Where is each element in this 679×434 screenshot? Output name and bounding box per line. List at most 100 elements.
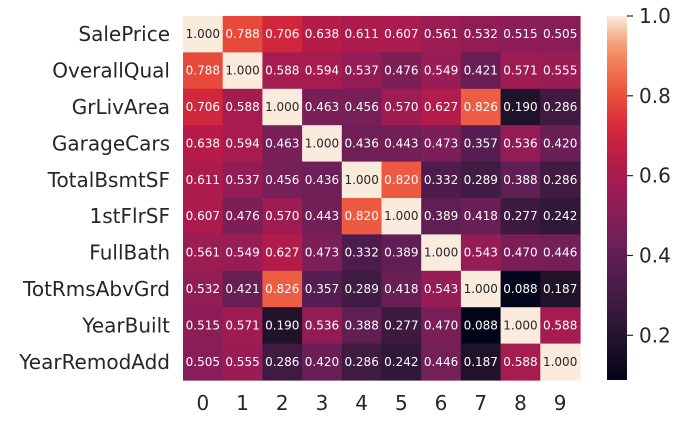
- heatmap-cell-r3-c8: [500, 125, 541, 163]
- heatmap-cell-r6-c9: [540, 234, 581, 272]
- heatmap-cell-r1-c8: [500, 52, 541, 90]
- cell-value-label: 0.286: [344, 355, 378, 369]
- heatmap-cell-r7-c0: [183, 270, 224, 308]
- cell-value-label: 0.187: [464, 355, 498, 369]
- cell-value-label: 0.190: [503, 100, 537, 114]
- heatmap-cell-r7-c2: [262, 270, 303, 308]
- cell-value-label: 0.611: [186, 173, 220, 187]
- heatmap-cell-r3-c5: [381, 125, 422, 163]
- heatmap-cell-r4-c3: [302, 161, 343, 199]
- heatmap-cell-r8-c7: [460, 307, 502, 345]
- heatmap-cell-r2-c7: [460, 88, 502, 126]
- heatmap-cell-r5-c6: [421, 198, 462, 235]
- cell-value-label: 0.443: [305, 209, 339, 223]
- heatmap-cell-r3-c4: [341, 125, 383, 163]
- heatmap-cell-r6-c7: [460, 234, 502, 272]
- heatmap-cell-r7-c6: [421, 270, 462, 308]
- cell-value-label: 0.418: [384, 282, 418, 296]
- cell-value-label: 0.638: [186, 136, 220, 150]
- cell-value-label: 0.588: [543, 318, 577, 332]
- cell-value-label: 0.826: [464, 100, 498, 114]
- heatmap-cell-r4-c4: [341, 161, 383, 199]
- heatmap-cell-r0-c6: [421, 16, 462, 53]
- cell-value-label: 1.000: [543, 355, 577, 369]
- heatmap-cell-r6-c6: [421, 234, 462, 272]
- cell-value-label: 0.242: [543, 209, 577, 223]
- heatmap-cell-r0-c0: [183, 16, 224, 53]
- cell-value-label: 0.515: [503, 27, 537, 41]
- cell-value-label: 0.820: [384, 173, 418, 187]
- cell-value-label: 0.190: [265, 318, 299, 332]
- cell-value-label: 0.286: [543, 100, 577, 114]
- cell-value-label: 0.571: [225, 318, 259, 332]
- heatmap-cell-r1-c0: [183, 52, 224, 90]
- cell-value-label: 1.000: [503, 318, 537, 332]
- cell-value-label: 0.476: [384, 64, 418, 78]
- cell-value-label: 0.543: [424, 282, 458, 296]
- cell-value-label: 0.286: [265, 355, 299, 369]
- cell-value-label: 0.532: [186, 282, 220, 296]
- row-labels: SalePrice OverallQual GrLivArea GarageCars T…: [18, 22, 170, 374]
- cell-value-label: 0.706: [265, 27, 299, 41]
- heatmap-cell-r5-c1: [222, 198, 263, 235]
- heatmap-cell-r0-c9: [540, 16, 581, 53]
- row-label: FullBath: [89, 241, 170, 265]
- cell-value-label: 0.420: [543, 136, 577, 150]
- row-label: GarageCars: [52, 131, 170, 155]
- cell-value-label: 0.826: [265, 282, 299, 296]
- heatmap-cell-r8-c4: [341, 307, 383, 345]
- column-label: 1: [236, 391, 249, 415]
- row-label: TotRmsAbvGrd: [22, 277, 170, 301]
- cell-value-label: 0.473: [424, 136, 458, 150]
- cell-value-label: 0.088: [464, 318, 498, 332]
- heatmap-cell-r1-c6: [421, 52, 462, 90]
- heatmap-cell-r8-c9: [540, 307, 581, 345]
- heatmap-cell-r8-c2: [262, 307, 303, 345]
- colorbar-gradient: [607, 16, 627, 380]
- heatmap-cell-r3-c0: [183, 125, 224, 163]
- cell-value-label: 0.627: [265, 246, 299, 260]
- heatmap-cell-r2-c8: [500, 88, 541, 126]
- heatmap-cell-r6-c8: [500, 234, 541, 272]
- cell-value-label: 0.638: [305, 27, 339, 41]
- heatmap-cell-r7-c3: [302, 270, 343, 308]
- heatmap-cell-r5-c2: [262, 198, 303, 235]
- cell-value-label: 1.000: [384, 209, 418, 223]
- cell-value-label: 0.588: [225, 100, 259, 114]
- heatmap-cell-r6-c4: [341, 234, 383, 272]
- cell-value-label: 0.588: [265, 64, 299, 78]
- cell-value-label: 0.286: [543, 173, 577, 187]
- cell-value-label: 1.000: [265, 100, 299, 114]
- row-label: OverallQual: [52, 59, 170, 83]
- heatmap-cell-r4-c6: [421, 161, 462, 199]
- heatmap-cell-r4-c9: [540, 161, 581, 199]
- heatmap-cell-r2-c2: [262, 88, 303, 126]
- heatmap-cells: [183, 16, 581, 381]
- cell-value-label: 0.446: [543, 246, 577, 260]
- heatmap-cell-r5-c0: [183, 198, 224, 235]
- heatmap-cell-r9-c9: [540, 343, 581, 381]
- heatmap-cell-r1-c5: [381, 52, 422, 90]
- colorbar-tick-label: 1.0: [639, 4, 671, 28]
- cell-value-label: 0.357: [305, 282, 339, 296]
- cell-value-label: 0.607: [384, 27, 418, 41]
- heatmap-cell-r0-c7: [460, 16, 502, 53]
- cell-value-label: 0.561: [186, 246, 220, 260]
- cell-value-label: 0.436: [344, 136, 378, 150]
- cell-value-label: 0.555: [543, 64, 577, 78]
- heatmap-cell-r5-c3: [302, 198, 343, 235]
- heatmap-cell-r1-c9: [540, 52, 581, 90]
- colorbar-tick-label: 0.6: [639, 164, 671, 188]
- heatmap-cell-r8-c1: [222, 307, 263, 345]
- cell-value-label: 0.543: [464, 246, 498, 260]
- cell-value-label: 0.515: [186, 318, 220, 332]
- heatmap-cell-r7-c7: [460, 270, 502, 308]
- cell-value-label: 0.549: [424, 64, 458, 78]
- cell-value-label: 0.536: [503, 136, 537, 150]
- row-label: TotalBsmtSF: [47, 168, 170, 192]
- heatmap-cell-r0-c8: [500, 16, 541, 53]
- heatmap-cell-r4-c5: [381, 161, 422, 199]
- heatmap-cell-r3-c3: [302, 125, 343, 163]
- cell-value-label: 0.332: [424, 173, 458, 187]
- heatmap-cell-r9-c5: [381, 343, 422, 381]
